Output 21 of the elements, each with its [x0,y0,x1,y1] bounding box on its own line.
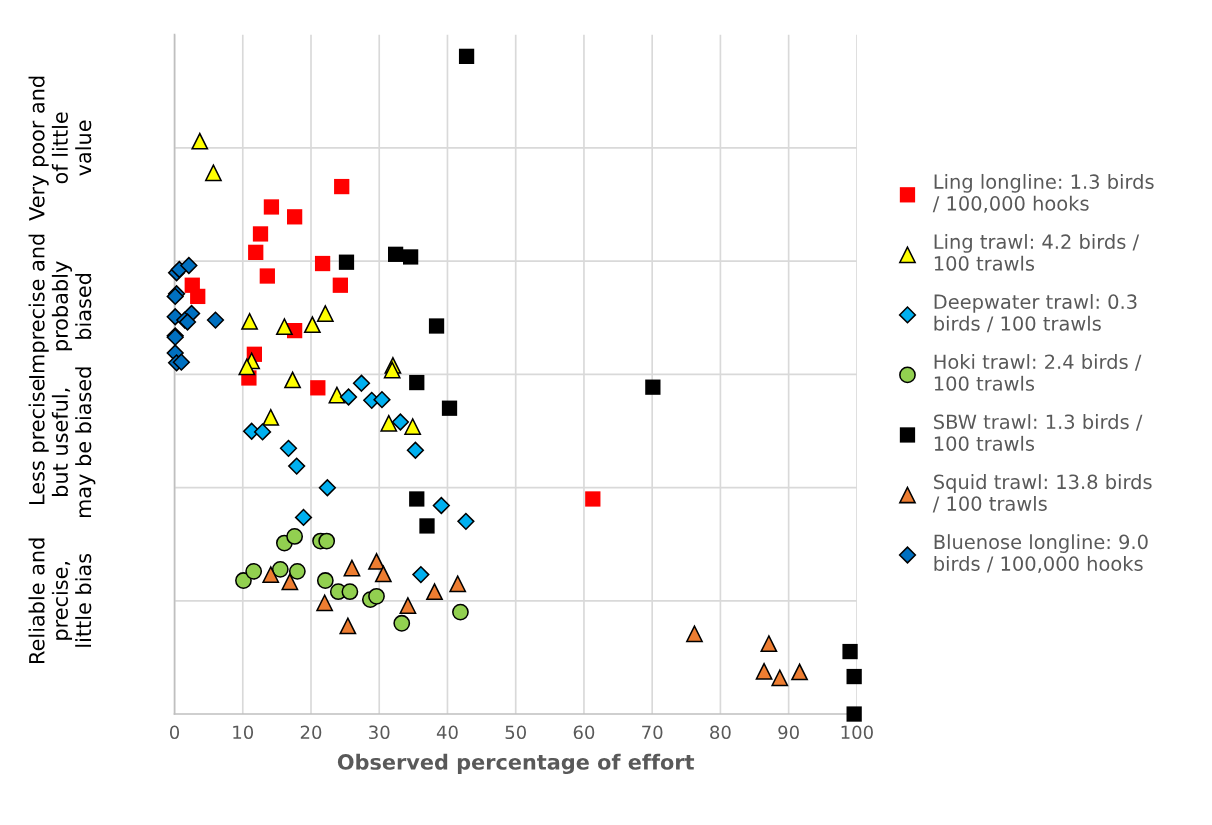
legend-label: Bluenose longline: 9.0 birds / 100,000 hooks [934,534,1148,573]
x-axis-title: Observed percentage of effort [337,753,695,775]
legend-label: Ling longline: 1.3 birds / 100,000 hooks [932,173,1154,213]
legend-label: Hoki trawl: 2.4 birds / 100 trawls [934,354,1142,391]
x-tick-label: 20 [300,725,322,740]
legend-label: Deepwater trawl: 0.3 birds / 100 trawls [934,294,1137,333]
legend-label: Squid trawl: 13.8 birds / 100 trawls [932,474,1152,513]
x-tick-label: 50 [505,725,526,740]
legend-label: Ling trawl: 4.2 birds / 100 trawls [934,233,1140,271]
x-tick-label: 60 [573,725,595,740]
legend-label: SBW trawl: 1.3 birds / 100 trawls [934,414,1143,451]
x-tick-label: 10 [233,725,254,740]
x-tick-label: 30 [369,725,390,740]
x-tick-label: 80 [710,725,731,740]
x-tick-label: 0 [169,725,180,740]
text: Very poor and of little value [28,76,92,221]
text: Reliable and precise, little bias [28,538,92,663]
x-tick-label: 90 [778,725,799,740]
x-tick-label: 40 [436,725,458,740]
x-tick-label: 100 [841,725,873,740]
x-tick-label: 70 [642,725,663,740]
